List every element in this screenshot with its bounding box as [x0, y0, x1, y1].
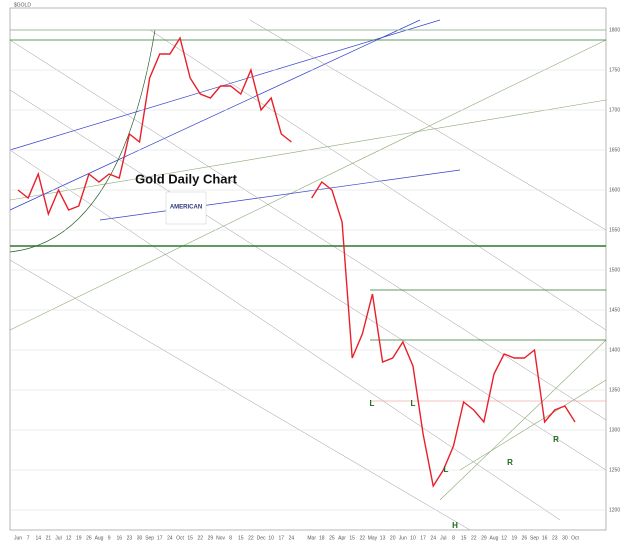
logo-text: AMERICAN	[170, 205, 202, 211]
x-tick-label: 21	[46, 535, 52, 541]
x-tick-label: 22	[248, 535, 254, 541]
x-tick-label: 17	[420, 535, 426, 541]
x-tick-label: 30	[137, 535, 143, 541]
x-tick-label: 18	[319, 535, 325, 541]
x-tick-label: 19	[511, 535, 517, 541]
x-tick-label: May	[368, 535, 378, 541]
annotation: R	[553, 435, 559, 444]
y-tick-label: 1500	[609, 267, 620, 273]
y-tick-label: 1250	[609, 467, 620, 473]
x-tick-label: Sep	[530, 535, 539, 541]
x-tick-label: 15	[349, 535, 355, 541]
x-tick-label: 23	[127, 535, 133, 541]
x-tick-label: Oct	[571, 535, 579, 541]
x-tick-label: 24	[430, 535, 436, 541]
x-tick-label: 17	[157, 535, 163, 541]
annotation: H	[452, 521, 458, 530]
logo-box	[165, 191, 207, 225]
x-tick-label: 25	[329, 535, 335, 541]
annotation: L	[444, 465, 449, 474]
x-tick-label: 9	[108, 535, 111, 541]
x-tick-label: Aug	[95, 535, 104, 541]
y-tick-label: 1750	[609, 67, 620, 73]
plot-frame	[9, 7, 607, 531]
x-tick-label: 26	[86, 535, 92, 541]
x-tick-label: Jun	[14, 535, 22, 541]
price-line	[17, 36, 576, 488]
x-tick-label: 24	[167, 535, 173, 541]
x-tick-label: 29	[481, 535, 487, 541]
x-tick-label: 29	[208, 535, 214, 541]
x-tick-label: Mar	[307, 535, 316, 541]
x-tick-label: 8	[229, 535, 232, 541]
x-tick-label: Jul	[55, 535, 61, 541]
x-tick-label: Sep	[145, 535, 154, 541]
y-tick-label: 1800	[609, 27, 620, 33]
annotation: L	[411, 399, 416, 408]
x-tick-label: 10	[410, 535, 416, 541]
annotation: R	[507, 458, 513, 467]
x-tick-label: 30	[562, 535, 568, 541]
x-tick-label: 15	[187, 535, 193, 541]
x-tick-label: Nov	[216, 535, 225, 541]
x-tick-label: 17	[279, 535, 285, 541]
x-tick-label: 13	[380, 535, 386, 541]
y-tick-label: 1300	[609, 427, 620, 433]
x-tick-label: Jun	[399, 535, 407, 541]
chart-title: $GOLD	[14, 2, 31, 8]
x-tick-label: 19	[76, 535, 82, 541]
x-tick-label: 16	[542, 535, 548, 541]
x-tick-label: 22	[360, 535, 366, 541]
y-tick-label: 1400	[609, 347, 620, 353]
annotation: L	[370, 399, 375, 408]
x-tick-label: 12	[66, 535, 72, 541]
chart-subtitle: Gold Daily Chart	[135, 171, 238, 186]
y-tick-label: 1600	[609, 187, 620, 193]
x-tick-label: Aug	[490, 535, 499, 541]
x-tick-label: 14	[35, 535, 41, 541]
x-tick-label: 10	[268, 535, 274, 541]
x-tick-label: 22	[471, 535, 477, 541]
x-tick-label: 15	[461, 535, 467, 541]
y-tick-label: 1700	[609, 107, 620, 113]
x-tick-label: 12	[501, 535, 507, 541]
y-tick-label: 1350	[609, 387, 620, 393]
x-tick-label: Oct	[176, 535, 184, 541]
x-tick-label: 22	[198, 535, 204, 541]
x-tick-label: 23	[552, 535, 558, 541]
x-tick-label: 24	[289, 535, 295, 541]
y-tick-label: 1450	[609, 307, 620, 313]
x-tick-label: 8	[452, 535, 455, 541]
x-tick-label: 7	[27, 535, 30, 541]
y-tick-label: 1650	[609, 147, 620, 153]
x-tick-label: 26	[522, 535, 528, 541]
y-tick-label: 1550	[609, 227, 620, 233]
x-tick-label: 16	[116, 535, 122, 541]
x-tick-label: 15	[238, 535, 244, 541]
x-tick-label: Dec	[257, 535, 266, 541]
x-tick-label: Jul	[440, 535, 446, 541]
y-tick-label: 1200	[609, 507, 620, 513]
x-tick-label: 20	[390, 535, 396, 541]
x-tick-label: Apr	[338, 535, 346, 541]
